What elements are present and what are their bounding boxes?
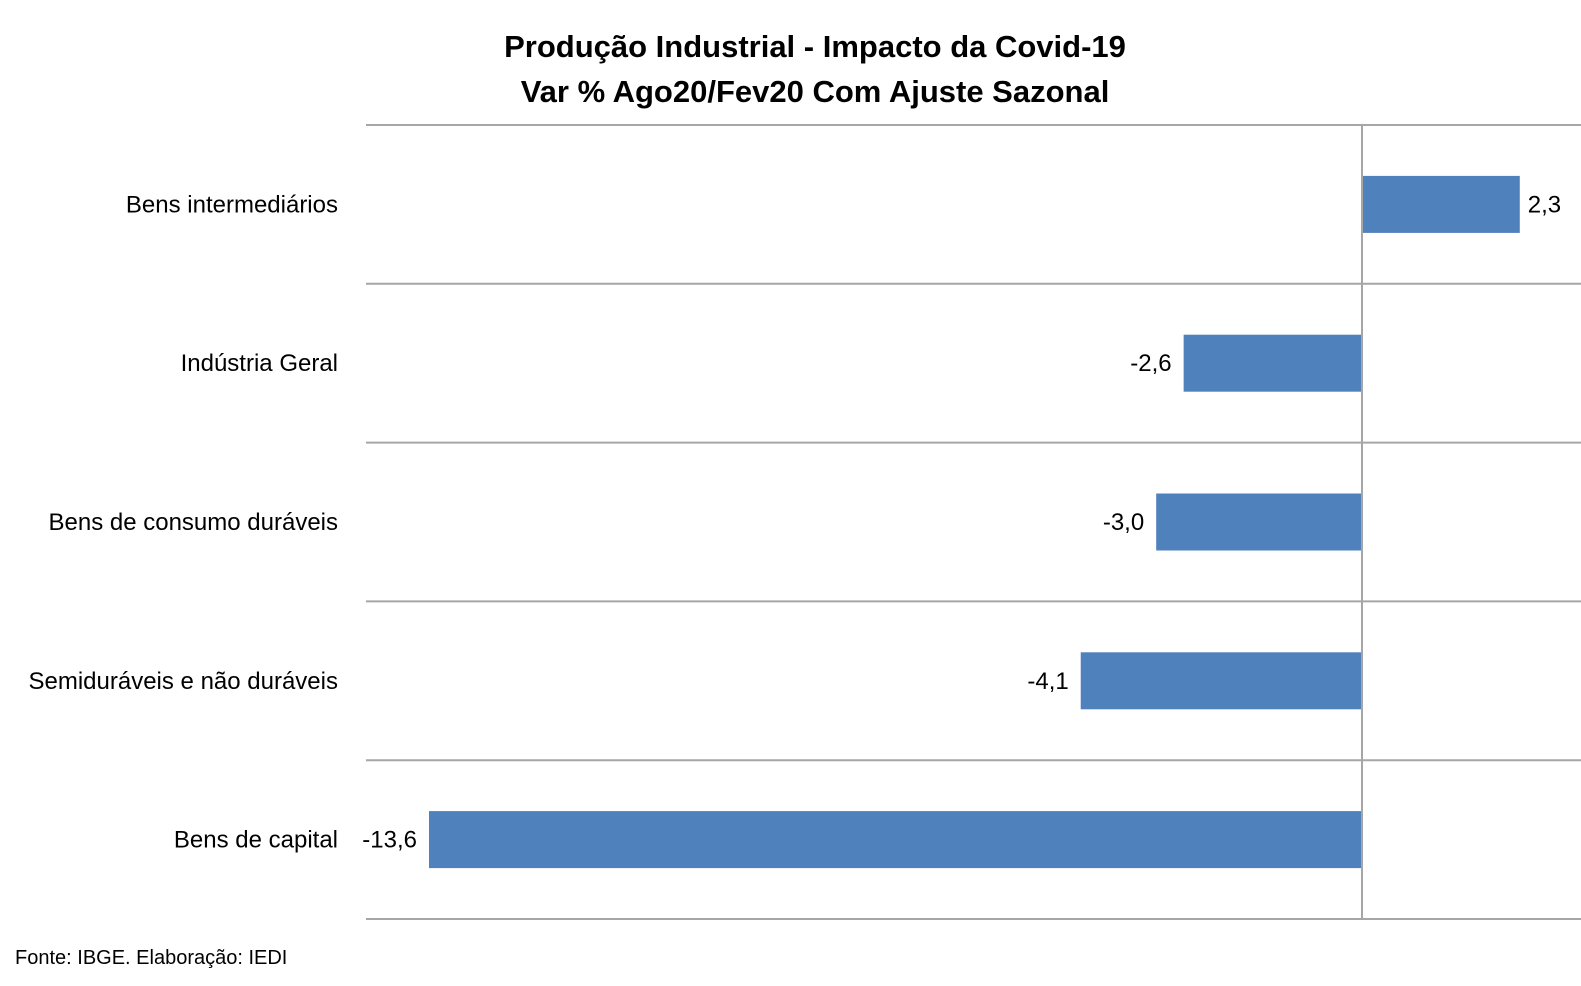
value-labels: 2,3 -2,6 -3,0 -4,1 -13,6 — [362, 191, 1561, 853]
data-label: 2,3 — [1528, 191, 1561, 218]
category-label: Indústria Geral — [181, 350, 338, 377]
category-gridlines — [366, 124, 1581, 920]
chart-title: Produção Industrial - Impacto da Covid-1… — [504, 29, 1126, 64]
source-note: Fonte: IBGE. Elaboração: IEDI — [15, 947, 287, 969]
chart-subtitle: Var % Ago20/Fev20 Com Ajuste Sazonal — [521, 74, 1110, 109]
bar — [1156, 493, 1362, 551]
data-label: -13,6 — [362, 827, 417, 854]
bar — [429, 811, 1362, 869]
category-label: Bens de consumo duráveis — [49, 509, 339, 536]
data-label: -4,1 — [1027, 668, 1068, 695]
bar-series — [429, 175, 1520, 869]
data-label: -3,0 — [1103, 509, 1144, 536]
bar — [1080, 652, 1362, 710]
data-label: -2,6 — [1130, 350, 1171, 377]
bar — [1362, 175, 1520, 233]
category-label: Bens intermediários — [126, 191, 338, 218]
category-labels: Bens intermediários Indústria Geral Bens d… — [28, 191, 338, 853]
bar — [1183, 334, 1362, 392]
category-label: Bens de capital — [174, 827, 338, 854]
category-label: Semiduráveis e não duráveis — [28, 668, 338, 695]
